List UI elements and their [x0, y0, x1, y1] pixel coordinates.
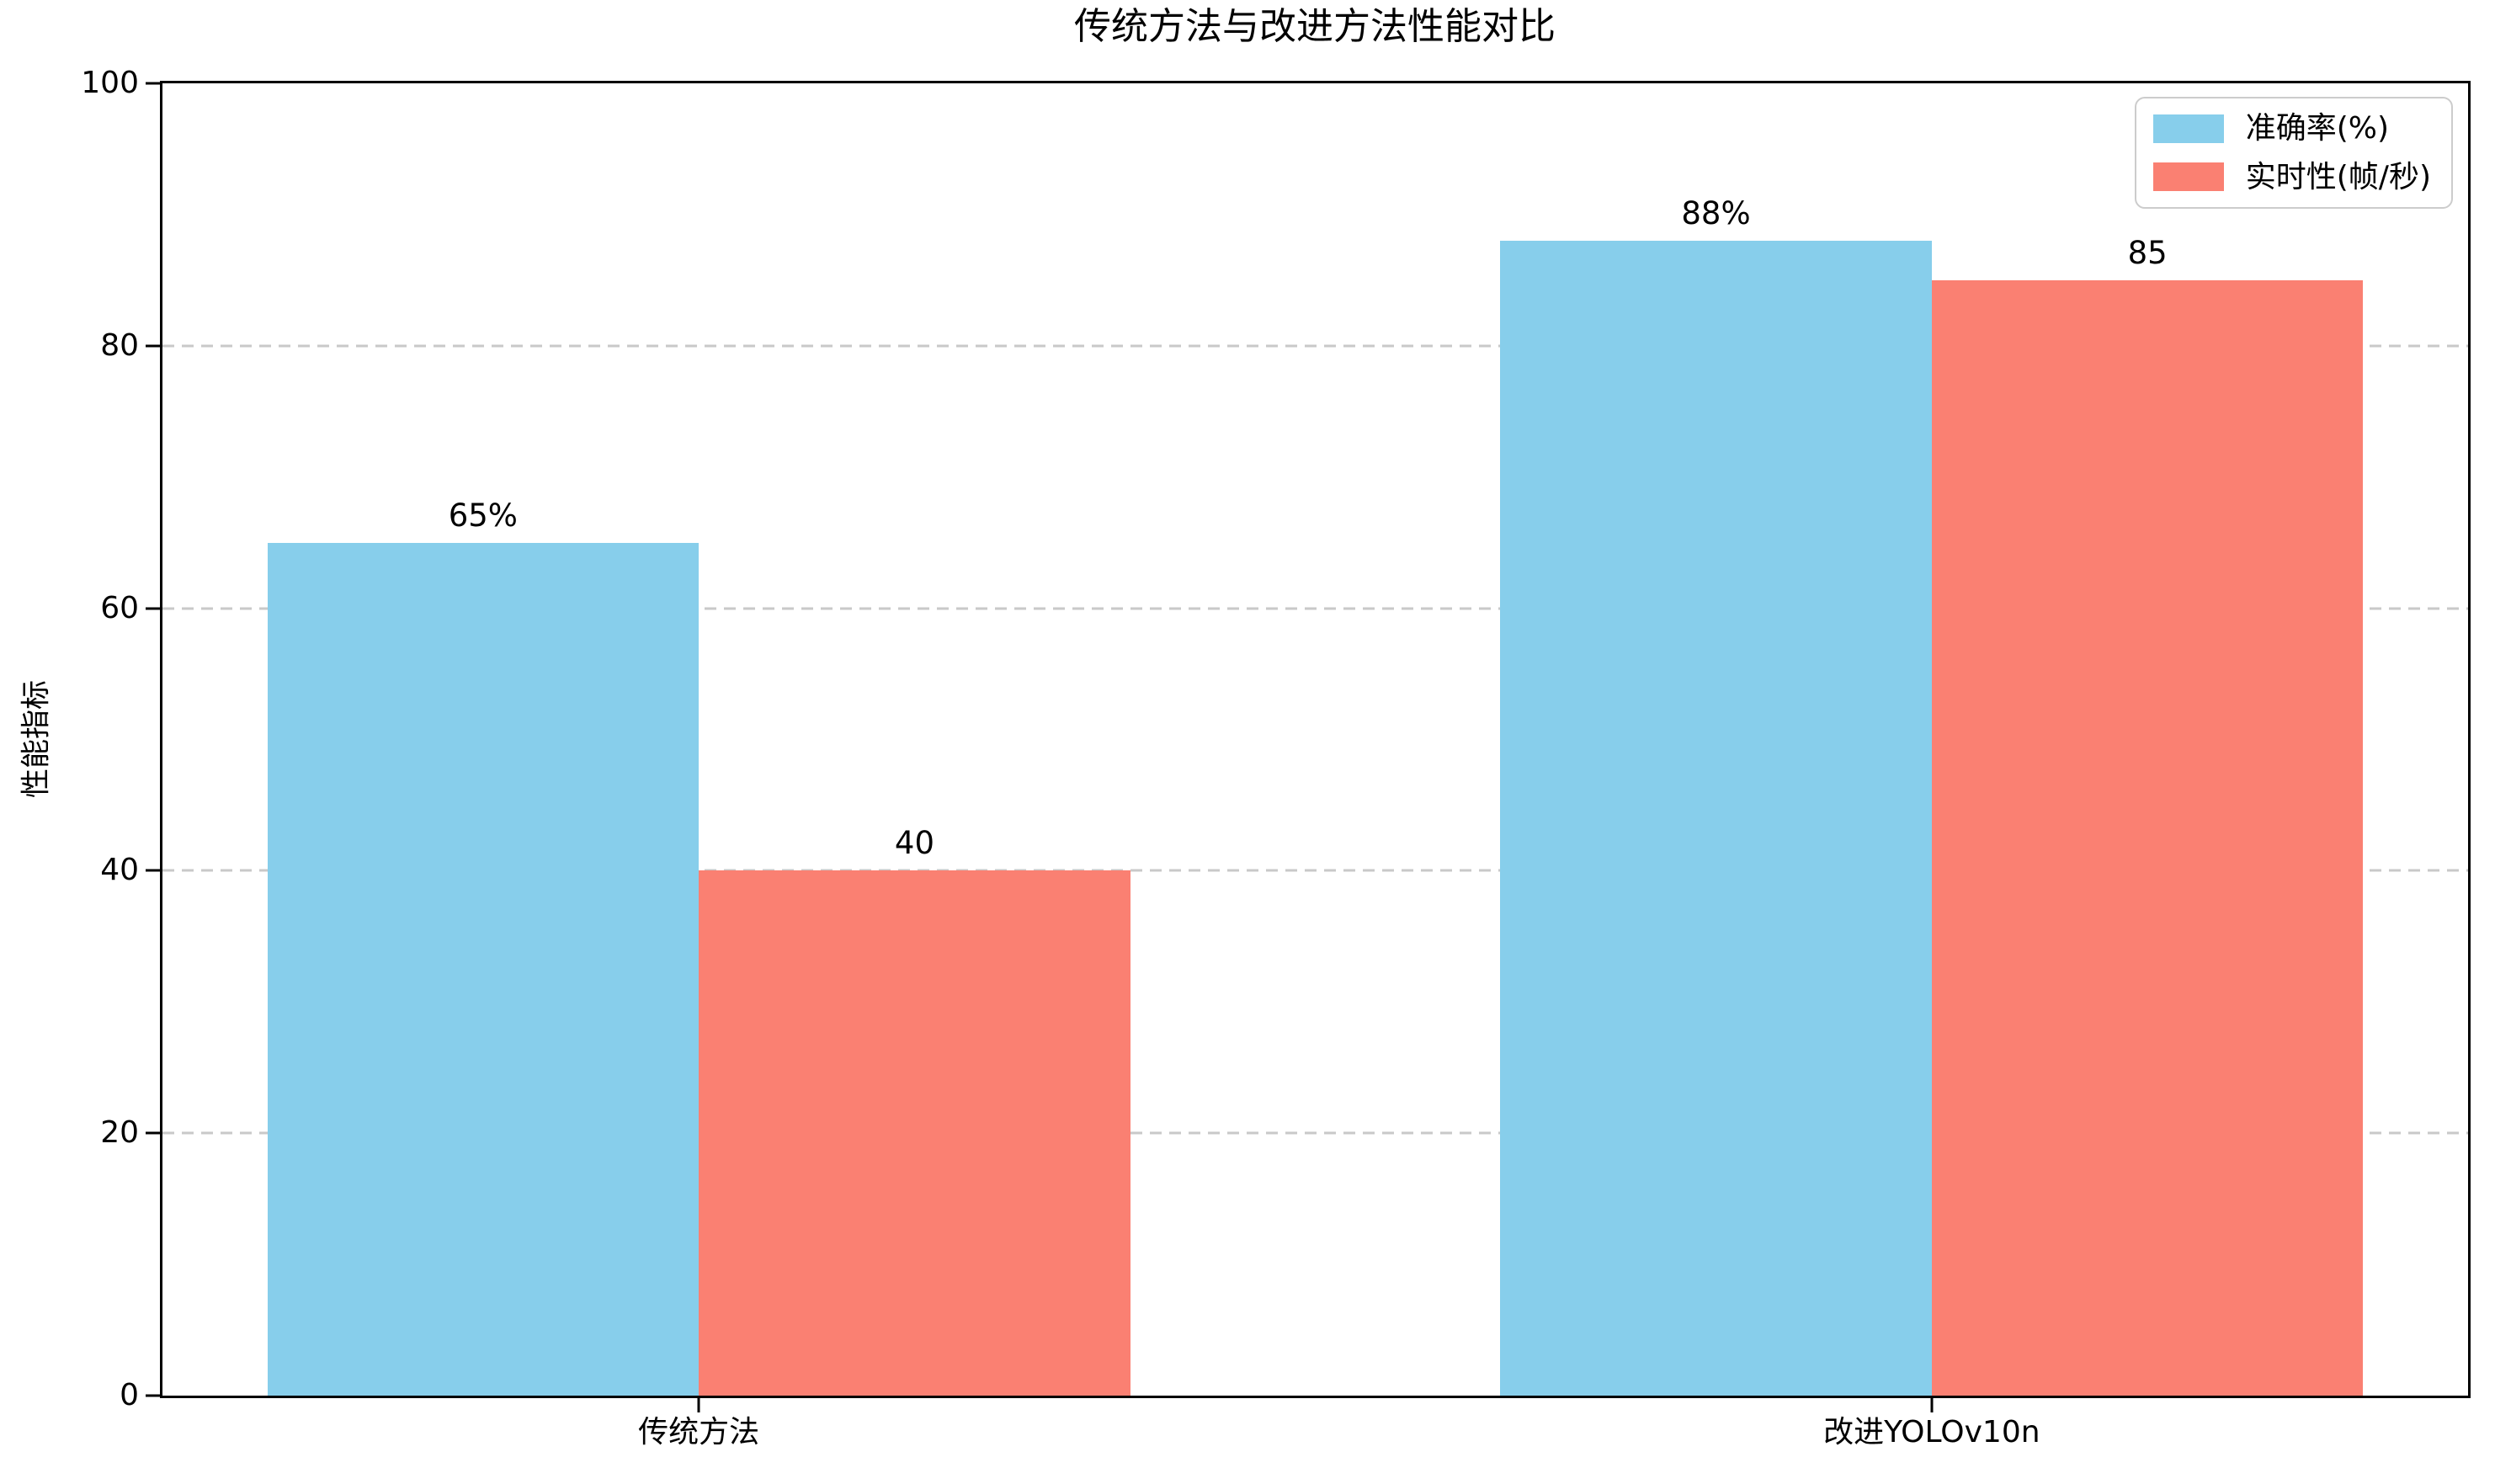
bar-series2-cat1 — [699, 870, 1130, 1396]
bar-series1-cat1 — [267, 542, 700, 1396]
x-tick-label-2: 改进YOLOv10n — [1823, 1415, 2040, 1449]
y-tick-label: 40 — [100, 853, 139, 888]
legend: 准确率(%) 实时性(帧/秒) — [2134, 97, 2453, 210]
y-axis-title: 性能指标 — [19, 679, 54, 799]
legend-label: 实时性(帧/秒) — [2245, 159, 2431, 194]
gridline-y60 — [162, 607, 2468, 610]
legend-entry-2: 实时性(帧/秒) — [2152, 159, 2431, 194]
bar-value-label: 85 — [2127, 234, 2168, 271]
y-tick-mark — [146, 607, 160, 610]
y-tick-label: 80 — [100, 327, 139, 363]
y-tick-mark — [146, 344, 160, 348]
chart-title: 传统方法与改进方法性能对比 — [1074, 5, 1556, 48]
legend-swatch-icon — [2152, 114, 2224, 143]
bar-series1-cat2 — [1500, 241, 1932, 1396]
y-tick-mark — [146, 869, 160, 872]
y-tick-label: 60 — [100, 590, 139, 625]
legend-label: 准确率(%) — [2245, 111, 2390, 146]
gridline-y20 — [162, 1131, 2468, 1135]
y-tick-label: 0 — [120, 1378, 139, 1412]
x-tick-mark — [1930, 1398, 1934, 1412]
y-tick-mark — [146, 1131, 160, 1135]
bar-value-label: 65% — [448, 497, 518, 534]
gridline-y80 — [162, 344, 2468, 348]
bar-value-label: 88% — [1681, 195, 1751, 232]
legend-entry-1: 准确率(%) — [2152, 111, 2431, 146]
x-tick-mark — [697, 1398, 700, 1412]
x-tick-label-1: 传统方法 — [638, 1415, 760, 1449]
y-tick-label: 20 — [100, 1115, 139, 1151]
bar-value-label: 40 — [894, 825, 935, 862]
gridline-y40 — [162, 869, 2468, 872]
y-tick-label: 100 — [81, 66, 139, 100]
bar-series2-cat2 — [1931, 279, 2364, 1396]
y-tick-mark — [146, 82, 160, 85]
legend-swatch-icon — [2152, 162, 2224, 192]
plot-area: 65% 40 88% 85 0 20 40 60 80 100 传统方法 改进YOLOv10n 准… — [81, 68, 2471, 1448]
y-tick-mark — [146, 1394, 160, 1397]
